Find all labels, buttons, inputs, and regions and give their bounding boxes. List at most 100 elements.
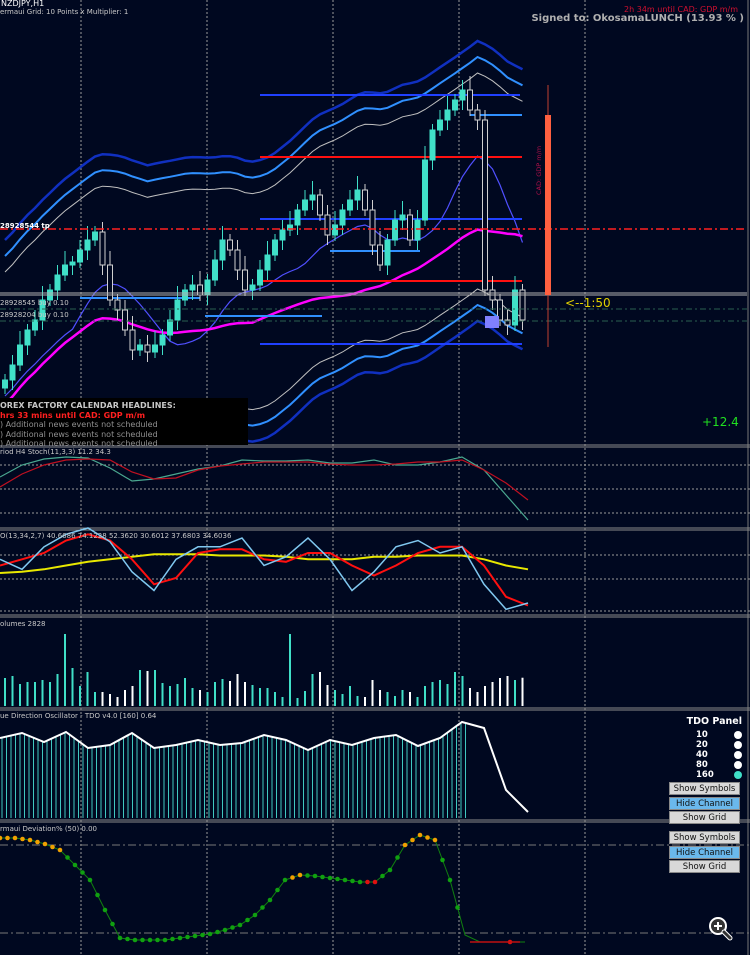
bull-candle bbox=[264, 254, 271, 271]
deviation-dot bbox=[117, 935, 123, 941]
bear-candle bbox=[497, 299, 503, 321]
bull-candle bbox=[512, 289, 518, 326]
inner-band-upper bbox=[4, 72, 523, 273]
deviation-dot bbox=[380, 873, 385, 879]
deviation-dot bbox=[222, 927, 228, 933]
deviation-dot bbox=[27, 837, 33, 843]
bear-candle bbox=[504, 319, 511, 326]
deviation-dot bbox=[417, 832, 423, 838]
bull-candle bbox=[272, 239, 278, 256]
volumes-panel bbox=[4, 634, 524, 706]
deviation-dot bbox=[455, 905, 460, 910]
tdo-panel-chart bbox=[0, 720, 529, 818]
stoch-label: riod H4 Stoch(11,3,3) 11.2 34.3 bbox=[0, 448, 111, 456]
bull-candle bbox=[437, 119, 443, 131]
deviation-dot bbox=[312, 873, 318, 879]
bull-candle bbox=[32, 319, 38, 331]
deviation-dot bbox=[357, 879, 363, 885]
period-toggle-icon[interactable] bbox=[734, 771, 742, 779]
deviation-dot bbox=[5, 835, 10, 841]
news-line: ) Additional news events not scheduled bbox=[0, 429, 158, 439]
deviation-dot bbox=[57, 847, 63, 853]
deviation-dot bbox=[372, 879, 378, 885]
period-toggle-icon[interactable] bbox=[734, 741, 742, 749]
period-toggle-icon[interactable] bbox=[734, 731, 742, 739]
deviation-dot bbox=[245, 917, 250, 923]
bull-candle bbox=[422, 159, 428, 221]
deviation-dot bbox=[447, 877, 453, 883]
pips-value: +12.4 bbox=[702, 415, 739, 429]
bear-candle bbox=[467, 89, 473, 111]
bull-candle bbox=[249, 284, 256, 291]
deviation-hide-channel-button[interactable]: Hide Channel bbox=[669, 846, 740, 859]
buy-order-label-2[interactable]: 28928204 buy 0.10 bbox=[0, 311, 69, 319]
deviation-dot bbox=[305, 873, 310, 878]
deviation-dot bbox=[140, 937, 145, 943]
deviation-dot bbox=[185, 934, 190, 940]
news-line: ) Additional news events not scheduled bbox=[0, 420, 158, 429]
oscillator-label: O(13,34,2,7) 40.6686 74.1228 52.3620 30.… bbox=[0, 532, 232, 540]
bear-candle bbox=[369, 209, 376, 246]
deviation-dot bbox=[170, 936, 175, 942]
news-event-bar bbox=[545, 115, 551, 295]
deviation-dot bbox=[335, 876, 340, 882]
tdo-panel-title: TDO Panel bbox=[686, 716, 742, 727]
symbol-timeframe: NZDJPY,H1 bbox=[1, 0, 45, 8]
bear-candle bbox=[377, 244, 383, 266]
deviation-show-symbols-button[interactable]: Show Symbols bbox=[669, 831, 740, 844]
tdo-hide-channel-button[interactable]: Hide Channel bbox=[669, 797, 740, 810]
osc-signal-line bbox=[0, 533, 529, 607]
tdo-period-10[interactable]: 10 bbox=[680, 730, 742, 740]
slow-ma-line bbox=[4, 228, 523, 405]
deviation-dot bbox=[350, 878, 355, 884]
panel-separators bbox=[0, 444, 750, 823]
tdo-period-80[interactable]: 80 bbox=[680, 760, 742, 770]
deviation-dot bbox=[425, 835, 430, 840]
bear-candle bbox=[317, 194, 323, 216]
deviation-dot bbox=[387, 867, 393, 873]
position-marker bbox=[485, 316, 499, 328]
deviation-dot bbox=[432, 837, 438, 843]
deviation-dot bbox=[192, 933, 198, 939]
tdo-period-20[interactable]: 20 bbox=[680, 740, 742, 750]
deviation-dot bbox=[365, 879, 370, 885]
volumes-label: olumes 2828 bbox=[0, 620, 46, 628]
news-title: OREX FACTORY CALENDAR HEADLINES: bbox=[0, 401, 176, 410]
tp-order-label[interactable]: 28928544 tp bbox=[0, 222, 50, 230]
deviation-show-grid-button[interactable]: Show Grid bbox=[669, 860, 740, 873]
buy-order-label-1[interactable]: 28928545 buy 0.10 bbox=[0, 299, 69, 307]
deviation-dot bbox=[440, 857, 445, 863]
tdo-period-40[interactable]: 40 bbox=[680, 750, 742, 760]
tdo-period-160[interactable]: 160 bbox=[680, 770, 742, 780]
period-toggle-icon[interactable] bbox=[734, 751, 742, 759]
deviation-dot bbox=[125, 936, 130, 942]
deviation-dot bbox=[132, 937, 138, 943]
period-toggle-icon[interactable] bbox=[734, 761, 742, 769]
tdo-line bbox=[0, 720, 529, 813]
bear-candle bbox=[114, 299, 121, 311]
bull-candle bbox=[159, 334, 166, 346]
deviation-dot bbox=[200, 932, 205, 938]
bull-candle bbox=[152, 344, 158, 353]
tdo-show-grid-button[interactable]: Show Grid bbox=[669, 811, 740, 824]
bull-candle bbox=[459, 89, 466, 101]
bear-candle bbox=[482, 119, 488, 291]
tdo-show-symbols-button[interactable]: Show Symbols bbox=[669, 782, 740, 795]
zoom-in-icon[interactable] bbox=[709, 917, 733, 941]
deviation-dot bbox=[275, 887, 280, 893]
deviation-dot bbox=[102, 907, 108, 913]
deviation-dot bbox=[252, 912, 258, 918]
bull-candle bbox=[92, 231, 98, 241]
bull-candle bbox=[414, 219, 421, 241]
deviation-dot bbox=[290, 875, 295, 880]
bear-candle bbox=[144, 344, 151, 353]
tdo-settings-panel: TDO Panel 10 20 40 80 160 bbox=[680, 716, 742, 780]
bull-candle bbox=[62, 264, 68, 276]
bull-candle bbox=[39, 299, 46, 321]
deviation-dot bbox=[87, 877, 93, 883]
bull-candle bbox=[302, 199, 308, 211]
deviation-dot bbox=[402, 842, 408, 848]
deviation-dot bbox=[80, 870, 85, 875]
deviation-dot bbox=[42, 841, 48, 847]
